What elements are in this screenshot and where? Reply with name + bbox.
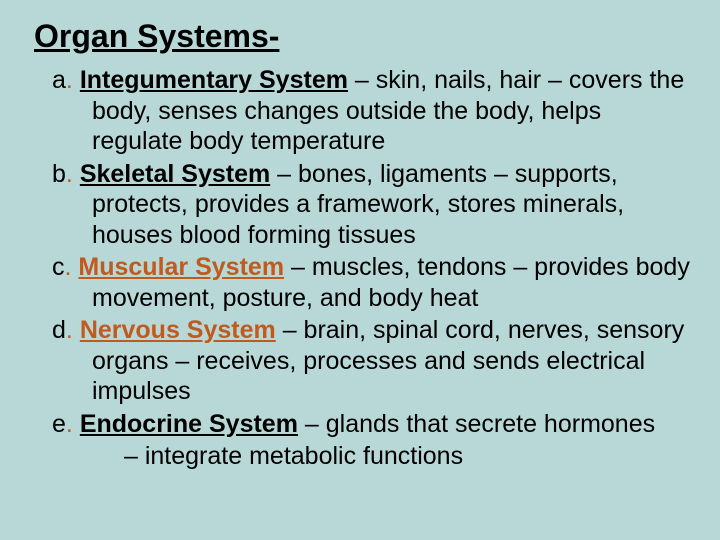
list-item: e. Endocrine System – glands that secret…	[28, 409, 692, 440]
item-marker: d.	[52, 316, 80, 344]
marker-letter: d	[52, 316, 66, 344]
slide-container: Organ Systems- a. Integumentary System –…	[0, 0, 720, 540]
marker-letter: b	[52, 160, 66, 188]
system-name: Nervous System	[80, 316, 276, 344]
system-desc-line2: – integrate metabolic functions	[124, 442, 463, 470]
item-marker: c.	[52, 253, 78, 281]
system-name: Muscular System	[78, 253, 284, 281]
marker-dot: .	[66, 410, 73, 438]
list-item: d. Nervous System – brain, spinal cord, …	[28, 315, 692, 407]
item-marker: b.	[52, 160, 80, 188]
marker-dot: .	[66, 66, 73, 94]
slide-title: Organ Systems-	[34, 18, 692, 55]
list-item-continuation: – integrate metabolic functions	[28, 441, 692, 472]
system-name: Integumentary System	[80, 66, 348, 94]
list-item: a. Integumentary System – skin, nails, h…	[28, 65, 692, 157]
marker-dot: .	[66, 160, 73, 188]
system-name: Skeletal System	[80, 160, 270, 188]
item-marker: a.	[52, 66, 80, 94]
list-item: b. Skeletal System – bones, ligaments – …	[28, 159, 692, 251]
item-marker: e.	[52, 410, 80, 438]
list-item: c. Muscular System – muscles, tendons – …	[28, 252, 692, 313]
marker-dot: .	[66, 316, 73, 344]
systems-list: a. Integumentary System – skin, nails, h…	[28, 65, 692, 472]
marker-letter: c	[52, 253, 65, 281]
marker-letter: a	[52, 66, 66, 94]
system-name: Endocrine System	[80, 410, 298, 438]
system-desc: – glands that secrete hormones	[298, 410, 655, 438]
marker-dot: .	[65, 253, 72, 281]
marker-letter: e	[52, 410, 66, 438]
